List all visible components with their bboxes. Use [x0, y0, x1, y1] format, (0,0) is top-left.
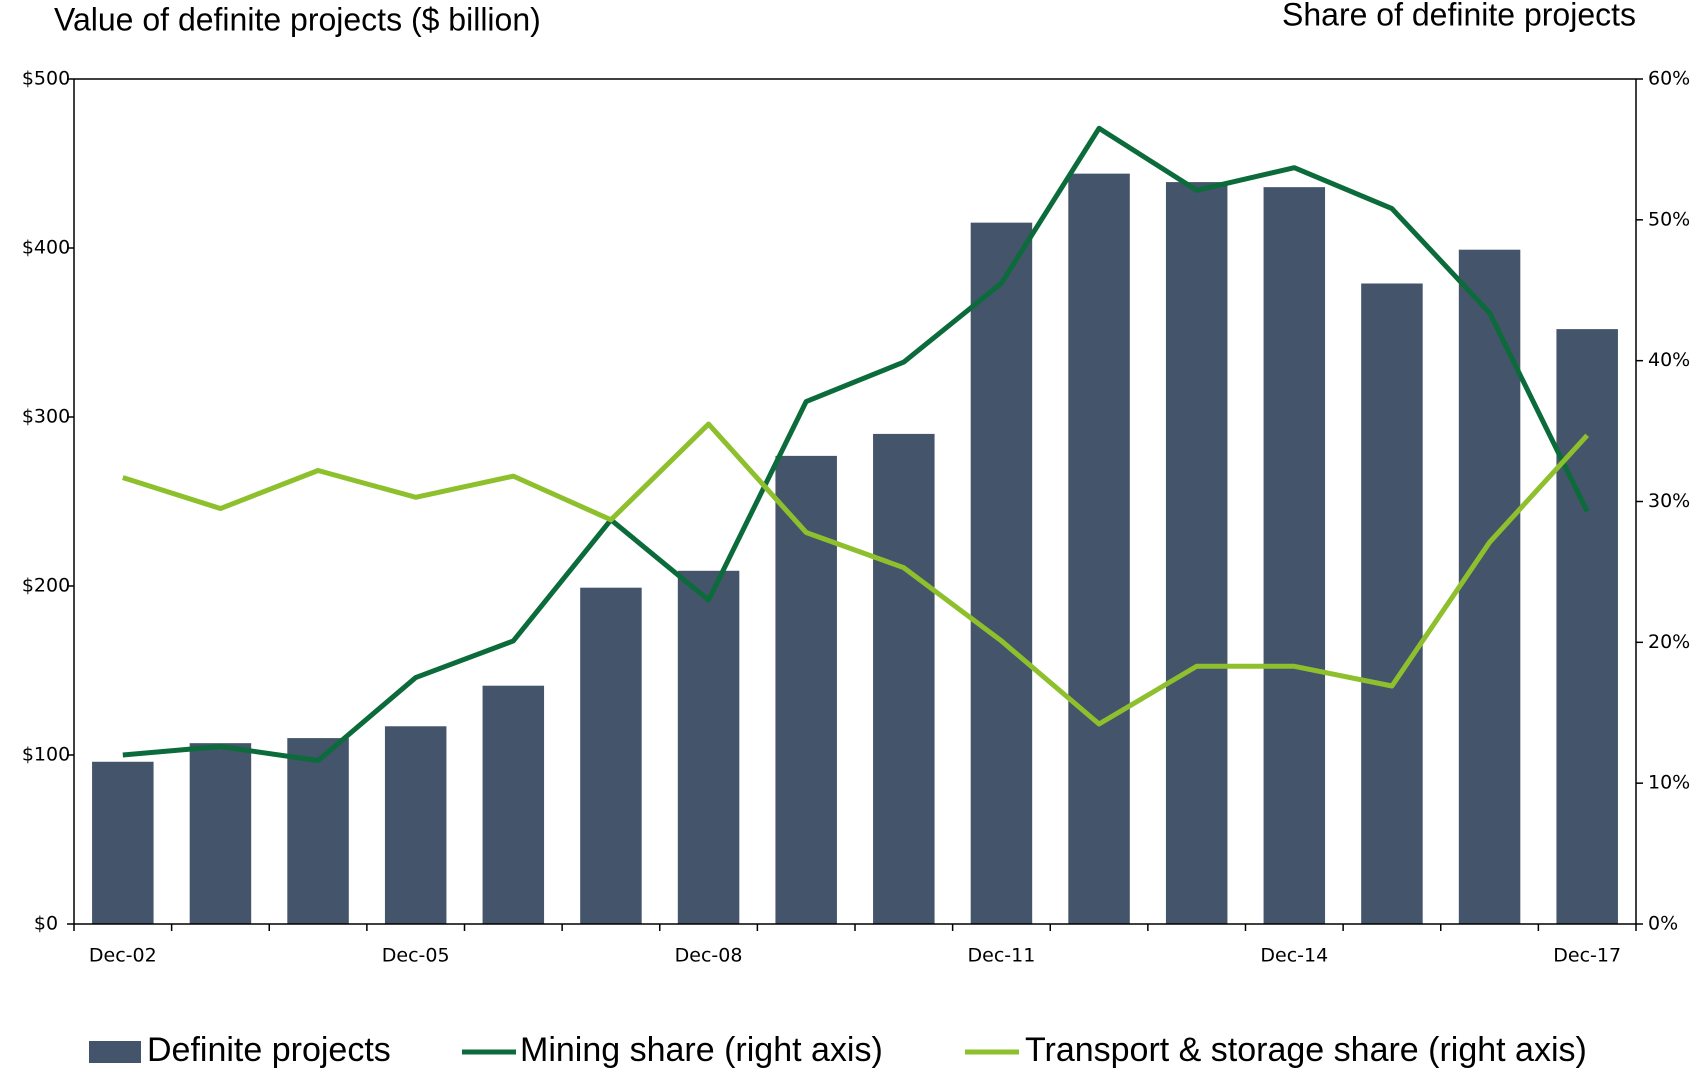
bar — [92, 761, 154, 924]
legend-label: Mining share (right axis) — [520, 1031, 883, 1069]
legend-label: Definite projects — [147, 1031, 391, 1069]
bar — [1165, 182, 1228, 925]
bar — [775, 455, 837, 924]
x-tick-label: Dec-05 — [382, 945, 450, 967]
legend-swatch — [89, 1041, 141, 1063]
bar — [189, 743, 252, 924]
y2-tick-label: 30% — [1648, 490, 1690, 512]
y-tick-label: $0 — [34, 913, 58, 935]
bar — [482, 685, 545, 924]
line — [122, 421, 1590, 727]
bar — [580, 587, 642, 924]
y-tick-label: $200 — [22, 575, 70, 597]
bar — [384, 726, 447, 924]
y-tick-label: $300 — [22, 406, 70, 428]
y2-tick-label: 60% — [1648, 68, 1690, 90]
bar — [287, 738, 349, 924]
y2-tick-label: 0% — [1648, 913, 1678, 935]
y2-tick-label: 20% — [1648, 631, 1690, 653]
x-tick-label: Dec-11 — [968, 945, 1036, 967]
bar — [1361, 283, 1423, 924]
x-tick-label: Dec-17 — [1553, 945, 1621, 967]
legend-label: Transport & storage share (right axis) — [1025, 1031, 1587, 1069]
bar — [677, 570, 740, 924]
y2-title: Share of definite projects — [1282, 0, 1636, 32]
x-tick-label: Dec-14 — [1260, 945, 1328, 967]
bar — [1458, 249, 1521, 924]
y-tick-label: $400 — [22, 237, 70, 259]
y-tick-label: $500 — [22, 68, 70, 90]
y2-tick-label: 40% — [1648, 349, 1690, 371]
y-tick-label: $100 — [22, 744, 70, 766]
bar — [1263, 187, 1326, 924]
line — [122, 125, 1590, 764]
y2-tick-label: 50% — [1648, 208, 1690, 230]
bar — [1556, 329, 1618, 924]
bar — [1068, 173, 1130, 924]
x-tick-label: Dec-02 — [89, 945, 157, 967]
bar — [970, 222, 1033, 924]
y2-tick-label: 10% — [1648, 772, 1690, 794]
chart-title: Value of definite projects ($ billion) — [54, 1, 541, 37]
bar — [873, 433, 935, 924]
x-tick-label: Dec-08 — [675, 945, 743, 967]
